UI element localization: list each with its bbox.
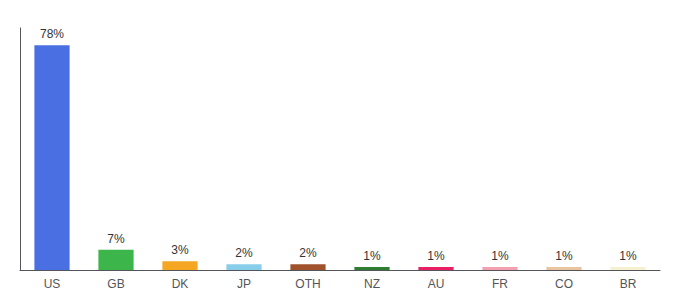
svg-text:1%: 1% [491,249,509,263]
svg-text:DK: DK [172,277,189,291]
svg-text:FR: FR [492,277,508,291]
svg-text:2%: 2% [235,246,253,260]
svg-text:BR: BR [620,277,637,291]
svg-text:CO: CO [555,277,573,291]
svg-text:1%: 1% [427,249,445,263]
svg-text:78%: 78% [40,27,64,41]
svg-text:AU: AU [428,277,445,291]
svg-text:3%: 3% [171,243,189,257]
svg-text:1%: 1% [555,249,573,263]
svg-text:US: US [44,277,61,291]
svg-text:7%: 7% [107,232,125,246]
svg-text:1%: 1% [363,249,381,263]
svg-text:OTH: OTH [295,277,320,291]
svg-text:NZ: NZ [364,277,380,291]
svg-text:2%: 2% [299,246,317,260]
svg-text:JP: JP [237,277,251,291]
svg-text:GB: GB [107,277,124,291]
svg-text:1%: 1% [619,249,637,263]
